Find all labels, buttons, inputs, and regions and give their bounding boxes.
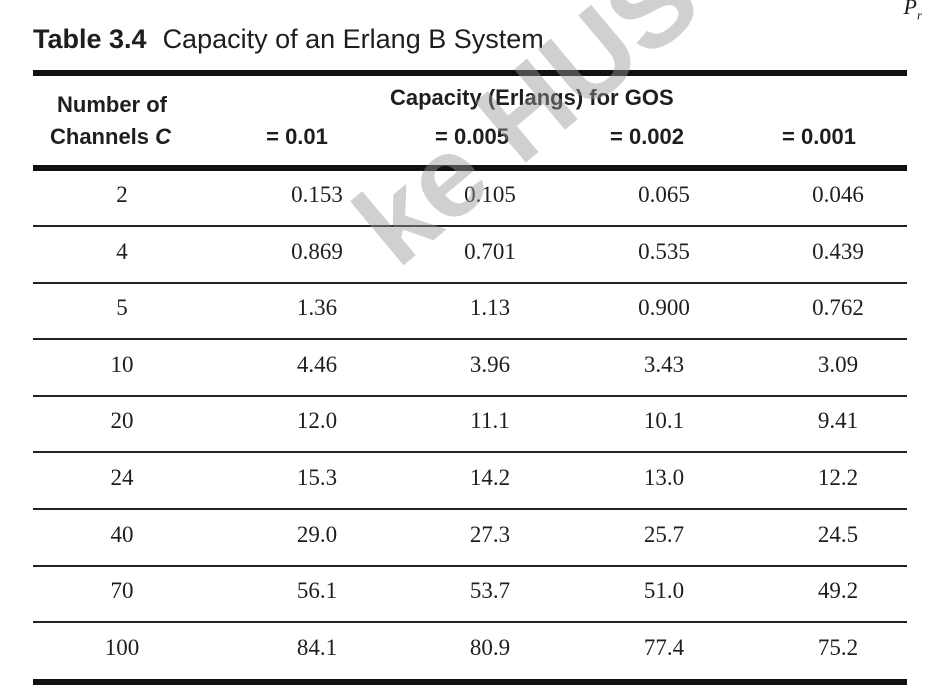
capacity-cell: 0.046 xyxy=(812,182,864,208)
channels-cell: 100 xyxy=(105,635,140,661)
capacity-cell: 1.36 xyxy=(297,295,337,321)
capacity-cell: 27.3 xyxy=(470,522,510,548)
capacity-cell: 25.7 xyxy=(644,522,684,548)
table-title: Capacity of an Erlang B System xyxy=(163,24,544,54)
capacity-cell: 56.1 xyxy=(297,578,337,604)
row-divider xyxy=(33,565,907,567)
channels-cell: 5 xyxy=(116,295,128,321)
channels-variable: C xyxy=(155,124,171,149)
capacity-cell: 11.1 xyxy=(470,408,509,434)
capacity-cell: 0.900 xyxy=(638,295,690,321)
row-divider xyxy=(33,451,907,453)
capacity-cell: 0.762 xyxy=(812,295,864,321)
capacity-cell: 80.9 xyxy=(470,635,510,661)
row-divider xyxy=(33,621,907,623)
row-divider xyxy=(33,395,907,397)
channels-cell: 4 xyxy=(116,239,128,265)
capacity-cell: 12.2 xyxy=(818,465,858,491)
row-header-line2: Channels C xyxy=(50,124,171,150)
channels-cell: 40 xyxy=(111,522,134,548)
channels-cell: 70 xyxy=(111,578,134,604)
capacity-cell: 3.43 xyxy=(644,352,684,378)
capacity-cell: 3.96 xyxy=(470,352,510,378)
capacity-cell: 13.0 xyxy=(644,465,684,491)
capacity-cell: 14.2 xyxy=(470,465,510,491)
capacity-cell: 51.0 xyxy=(644,578,684,604)
channels-cell: 10 xyxy=(111,352,134,378)
capacity-cell: 24.5 xyxy=(818,522,858,548)
capacity-cell: 0.869 xyxy=(291,239,343,265)
capacity-cell: 84.1 xyxy=(297,635,337,661)
capacity-cell: 53.7 xyxy=(470,578,510,604)
col-header: = 0.01 xyxy=(266,124,328,150)
capacity-cell: 0.535 xyxy=(638,239,690,265)
row-header-line1: Number of xyxy=(57,92,167,118)
capacity-cell: 75.2 xyxy=(818,635,858,661)
row-divider xyxy=(33,338,907,340)
capacity-cell: 12.0 xyxy=(297,408,337,434)
capacity-cell: 29.0 xyxy=(297,522,337,548)
capacity-cell: 9.41 xyxy=(818,408,858,434)
row-divider xyxy=(33,508,907,510)
capacity-cell: 1.13 xyxy=(470,295,510,321)
bottom-rule xyxy=(33,679,907,685)
col-header: = 0.001 xyxy=(782,124,856,150)
capacity-cell: 49.2 xyxy=(818,578,858,604)
capacity-cell: 4.46 xyxy=(297,352,337,378)
capacity-cell: 10.1 xyxy=(644,408,684,434)
capacity-cell: 15.3 xyxy=(297,465,337,491)
corner-symbol: Pr xyxy=(903,0,922,23)
capacity-cell: 0.439 xyxy=(812,239,864,265)
channels-cell: 20 xyxy=(111,408,134,434)
row-divider xyxy=(33,282,907,284)
capacity-cell: 77.4 xyxy=(644,635,684,661)
table-caption: Table 3.4 Capacity of an Erlang B System xyxy=(33,24,544,55)
col-header: = 0.002 xyxy=(610,124,684,150)
table-number: Table 3.4 xyxy=(33,24,147,54)
capacity-cell: 3.09 xyxy=(818,352,858,378)
channels-cell: 2 xyxy=(116,182,128,208)
capacity-cell: 0.065 xyxy=(638,182,690,208)
channels-cell: 24 xyxy=(111,465,134,491)
